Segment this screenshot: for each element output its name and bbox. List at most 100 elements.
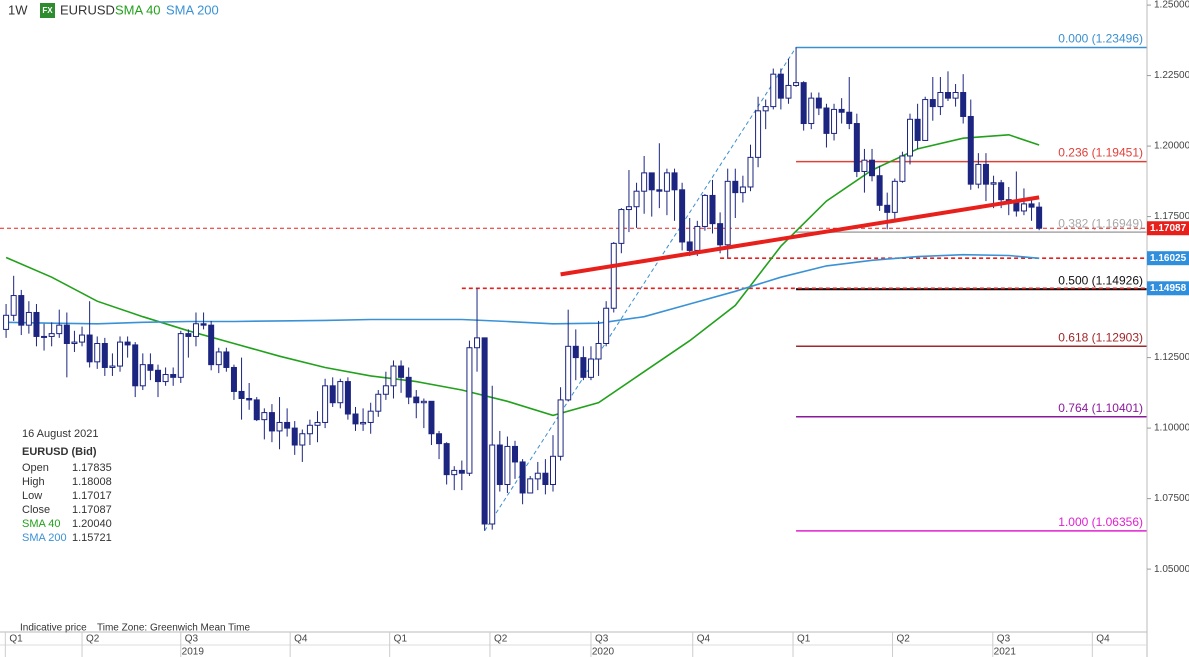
candle-body bbox=[663, 172, 670, 192]
candle-body bbox=[838, 108, 845, 113]
candle-body bbox=[587, 358, 594, 378]
candle-body bbox=[117, 341, 124, 367]
fib-label: 0.618 (1.12903) bbox=[1058, 330, 1143, 344]
candle-body bbox=[223, 351, 230, 368]
info-label: High bbox=[22, 476, 45, 488]
candle-body bbox=[185, 333, 192, 337]
candle-body bbox=[914, 118, 921, 141]
x-tick-label: Q3 bbox=[997, 634, 1011, 645]
candle-body bbox=[147, 364, 154, 371]
x-tick-label: Q4 bbox=[294, 634, 308, 645]
candle-body bbox=[534, 472, 541, 480]
candle-body bbox=[952, 92, 959, 99]
candle-body bbox=[352, 413, 359, 425]
candle-body bbox=[382, 385, 389, 395]
candle-body bbox=[937, 92, 944, 108]
info-value: 1.17017 bbox=[72, 490, 112, 502]
legend-sma200[interactable]: SMA 200 bbox=[166, 2, 219, 17]
candle-body bbox=[367, 410, 374, 423]
info-label: Open bbox=[22, 462, 49, 474]
y-tick-label: 1.05000 bbox=[1154, 564, 1189, 575]
candle-body bbox=[177, 333, 184, 378]
candle-body bbox=[724, 180, 731, 246]
symbol[interactable]: EURUSD bbox=[60, 2, 115, 17]
candle-body bbox=[739, 186, 746, 194]
candle-body bbox=[261, 412, 268, 421]
candle-body bbox=[770, 73, 777, 108]
candle-body bbox=[648, 172, 655, 191]
legend-sma40[interactable]: SMA 40 bbox=[115, 2, 161, 17]
info-value: 1.17835 bbox=[72, 462, 112, 474]
year-label: 2021 bbox=[994, 647, 1017, 657]
candle-body bbox=[481, 337, 488, 525]
year-label: 2019 bbox=[182, 647, 205, 657]
trendline bbox=[560, 195, 1040, 277]
candle-body bbox=[815, 97, 822, 109]
candle-body bbox=[1013, 201, 1020, 212]
candle-body bbox=[314, 421, 321, 426]
candle-body bbox=[1036, 206, 1043, 229]
footer-timezone: Time Zone: Greenwich Mean Time bbox=[97, 623, 250, 634]
candle-body bbox=[512, 445, 519, 463]
candle-body bbox=[200, 323, 207, 326]
price-box-label: 1.14958 bbox=[1150, 283, 1187, 294]
candle-body bbox=[861, 159, 868, 172]
candle-body bbox=[253, 399, 260, 421]
y-tick-label: 1.10000 bbox=[1154, 423, 1189, 434]
info-label: Low bbox=[22, 490, 42, 502]
fib-label: 0.236 (1.19451) bbox=[1058, 146, 1143, 160]
candle-body bbox=[929, 99, 936, 108]
candle-body bbox=[808, 97, 815, 125]
candle-body bbox=[580, 357, 587, 378]
candle-body bbox=[519, 461, 526, 494]
candle-body bbox=[109, 365, 116, 368]
candle-body bbox=[344, 381, 351, 415]
candle-body bbox=[86, 334, 93, 363]
candle-body bbox=[603, 307, 610, 344]
price-box bbox=[1147, 251, 1189, 266]
candle-body bbox=[572, 345, 579, 359]
candle-body bbox=[306, 424, 313, 435]
fx-icon-text: FX bbox=[42, 6, 53, 15]
candle-body bbox=[246, 397, 253, 401]
candle-body bbox=[671, 172, 678, 191]
x-tick-label: Q1 bbox=[9, 634, 23, 645]
sma-line bbox=[6, 253, 1040, 325]
x-tick-label: Q3 bbox=[185, 634, 199, 645]
y-tick-label: 1.07500 bbox=[1154, 493, 1189, 504]
info-value: 1.20040 bbox=[72, 518, 112, 530]
candle-body bbox=[284, 421, 291, 429]
info-value: 1.18008 bbox=[72, 476, 112, 488]
candle-body bbox=[846, 111, 853, 125]
candle-body bbox=[595, 342, 602, 360]
candle-body bbox=[762, 106, 769, 112]
candle-body bbox=[390, 365, 397, 387]
candle-body bbox=[413, 396, 420, 404]
footer-note: Indicative price bbox=[20, 623, 87, 634]
candle-body bbox=[291, 427, 298, 446]
x-tick-label: Q1 bbox=[797, 634, 811, 645]
candle-body bbox=[785, 84, 792, 99]
candle-body bbox=[139, 364, 146, 387]
candle-body bbox=[3, 314, 10, 330]
candle-body bbox=[557, 399, 564, 457]
candle-body bbox=[944, 92, 951, 99]
x-tick-label: Q3 bbox=[595, 634, 609, 645]
candle-body bbox=[170, 374, 177, 378]
interval[interactable]: 1W bbox=[8, 2, 28, 17]
candle-body bbox=[33, 311, 40, 337]
candle-body bbox=[891, 180, 898, 213]
x-tick-label: Q2 bbox=[86, 634, 100, 645]
candle-body bbox=[451, 469, 458, 476]
candle-body bbox=[549, 455, 556, 486]
info-panel-bg bbox=[16, 424, 126, 576]
fib-label: 1.000 (1.06356) bbox=[1058, 515, 1143, 529]
candle-body bbox=[869, 159, 876, 177]
candle-body bbox=[565, 345, 572, 401]
candle-body bbox=[230, 366, 237, 392]
candle-body bbox=[63, 324, 70, 344]
candle-body bbox=[610, 242, 617, 309]
candle-body bbox=[922, 99, 929, 141]
candle-body bbox=[625, 206, 632, 211]
